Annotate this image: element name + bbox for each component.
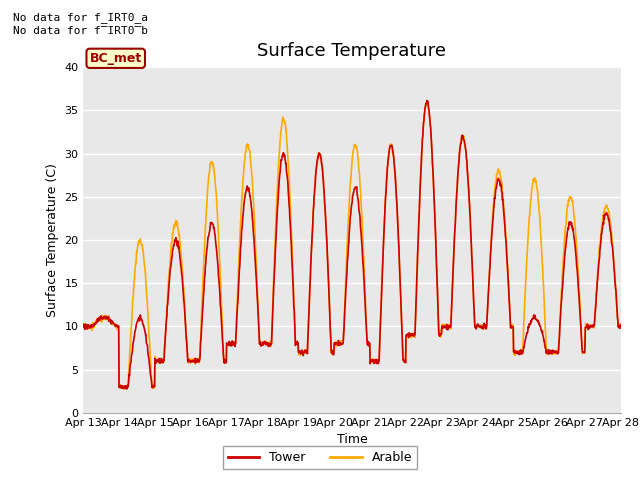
Arable (79, 321, 87, 326)
Tower (423, 97, 431, 103)
Tower (186, 358, 194, 364)
Tower (436, 333, 444, 338)
Arable (506, 317, 514, 323)
Tower (554, 351, 561, 357)
Tower (259, 342, 267, 348)
Arable (617, 323, 625, 328)
Legend: Tower, Arable: Tower, Arable (223, 446, 417, 469)
Arable (120, 386, 128, 392)
Title: Surface Temperature: Surface Temperature (257, 42, 447, 60)
Tower (123, 386, 131, 392)
Tower (617, 323, 625, 328)
Arable (424, 98, 431, 104)
Y-axis label: Surface Temperature (C): Surface Temperature (C) (45, 163, 59, 317)
Line: Tower: Tower (83, 100, 621, 389)
Arable (199, 273, 207, 278)
Arable (259, 339, 267, 345)
Text: No data for f̅IRT0̅b: No data for f̅IRT0̅b (13, 26, 148, 36)
Arable (436, 327, 444, 333)
Arable (554, 350, 561, 356)
X-axis label: Time: Time (337, 433, 367, 446)
Arable (186, 360, 194, 365)
Tower (506, 317, 514, 323)
Text: BC_met: BC_met (90, 52, 142, 65)
Tower (199, 300, 207, 306)
Text: No data for f_IRT0_a: No data for f_IRT0_a (13, 12, 148, 23)
Tower (79, 322, 87, 327)
Line: Arable: Arable (83, 101, 621, 389)
